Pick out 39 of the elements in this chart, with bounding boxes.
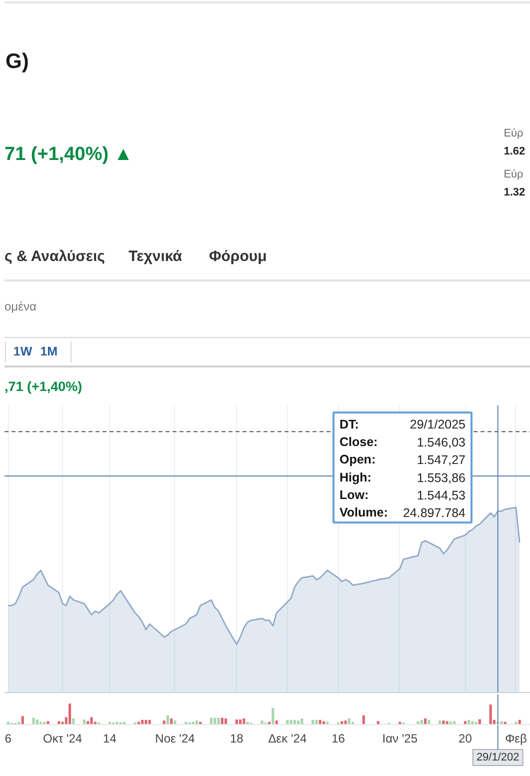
text: 1.32 [504, 186, 526, 198]
x-tick-label: 6 [4, 732, 12, 746]
x-tick-label: 16 [332, 732, 346, 746]
text: Low: 1.544,53 [340, 488, 466, 502]
x-tick-label: Οκτ '24 [43, 732, 82, 746]
text: ομένα [4, 300, 36, 314]
x-tick-label: Νοε '24 [155, 732, 196, 746]
text: Close: 1.546,03 [340, 435, 466, 450]
bar [68, 704, 72, 724]
bar [174, 720, 176, 724]
chart-title: G) [5, 50, 29, 73]
text: ς & Αναλύσεις [4, 248, 106, 265]
text: DT: 29/1/2025 [340, 418, 466, 432]
bar [362, 715, 365, 724]
x-tick-label: 20 [458, 732, 472, 746]
text: 1M [40, 344, 58, 358]
x-tick-label: 14 [103, 732, 117, 746]
x-tick-label: Φεβ [505, 732, 527, 746]
text: 71 (+1,40%) ▲ [4, 144, 133, 165]
text: 1.62 [504, 146, 526, 158]
text: Τεχνικά [128, 248, 183, 265]
bar [344, 720, 347, 724]
x-tick-label: 18 [230, 732, 244, 746]
ref-line-label: 29/1/202 [476, 752, 520, 764]
x-tick-label: Δεκ '24 [268, 732, 307, 746]
text: 1W [13, 344, 32, 358]
text: ,71 (+1,40%) [4, 379, 82, 394]
text: Εύρ [504, 128, 524, 140]
bar [489, 704, 492, 724]
text: Φόρουμ [208, 248, 267, 265]
text: Εύρ [504, 168, 524, 180]
bar [272, 708, 274, 724]
text: Open: 1.547,27 [340, 452, 466, 468]
bar [90, 717, 93, 724]
bar [166, 715, 170, 724]
text: High: 1.553,86 [340, 470, 466, 485]
x-tick-label: Ιαν '25 [382, 732, 418, 746]
bar [21, 716, 24, 724]
text: Volume: 24.897.784 [340, 506, 466, 520]
